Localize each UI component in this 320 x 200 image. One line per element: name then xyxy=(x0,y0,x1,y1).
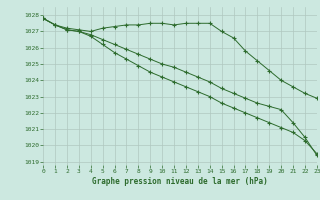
X-axis label: Graphe pression niveau de la mer (hPa): Graphe pression niveau de la mer (hPa) xyxy=(92,177,268,186)
